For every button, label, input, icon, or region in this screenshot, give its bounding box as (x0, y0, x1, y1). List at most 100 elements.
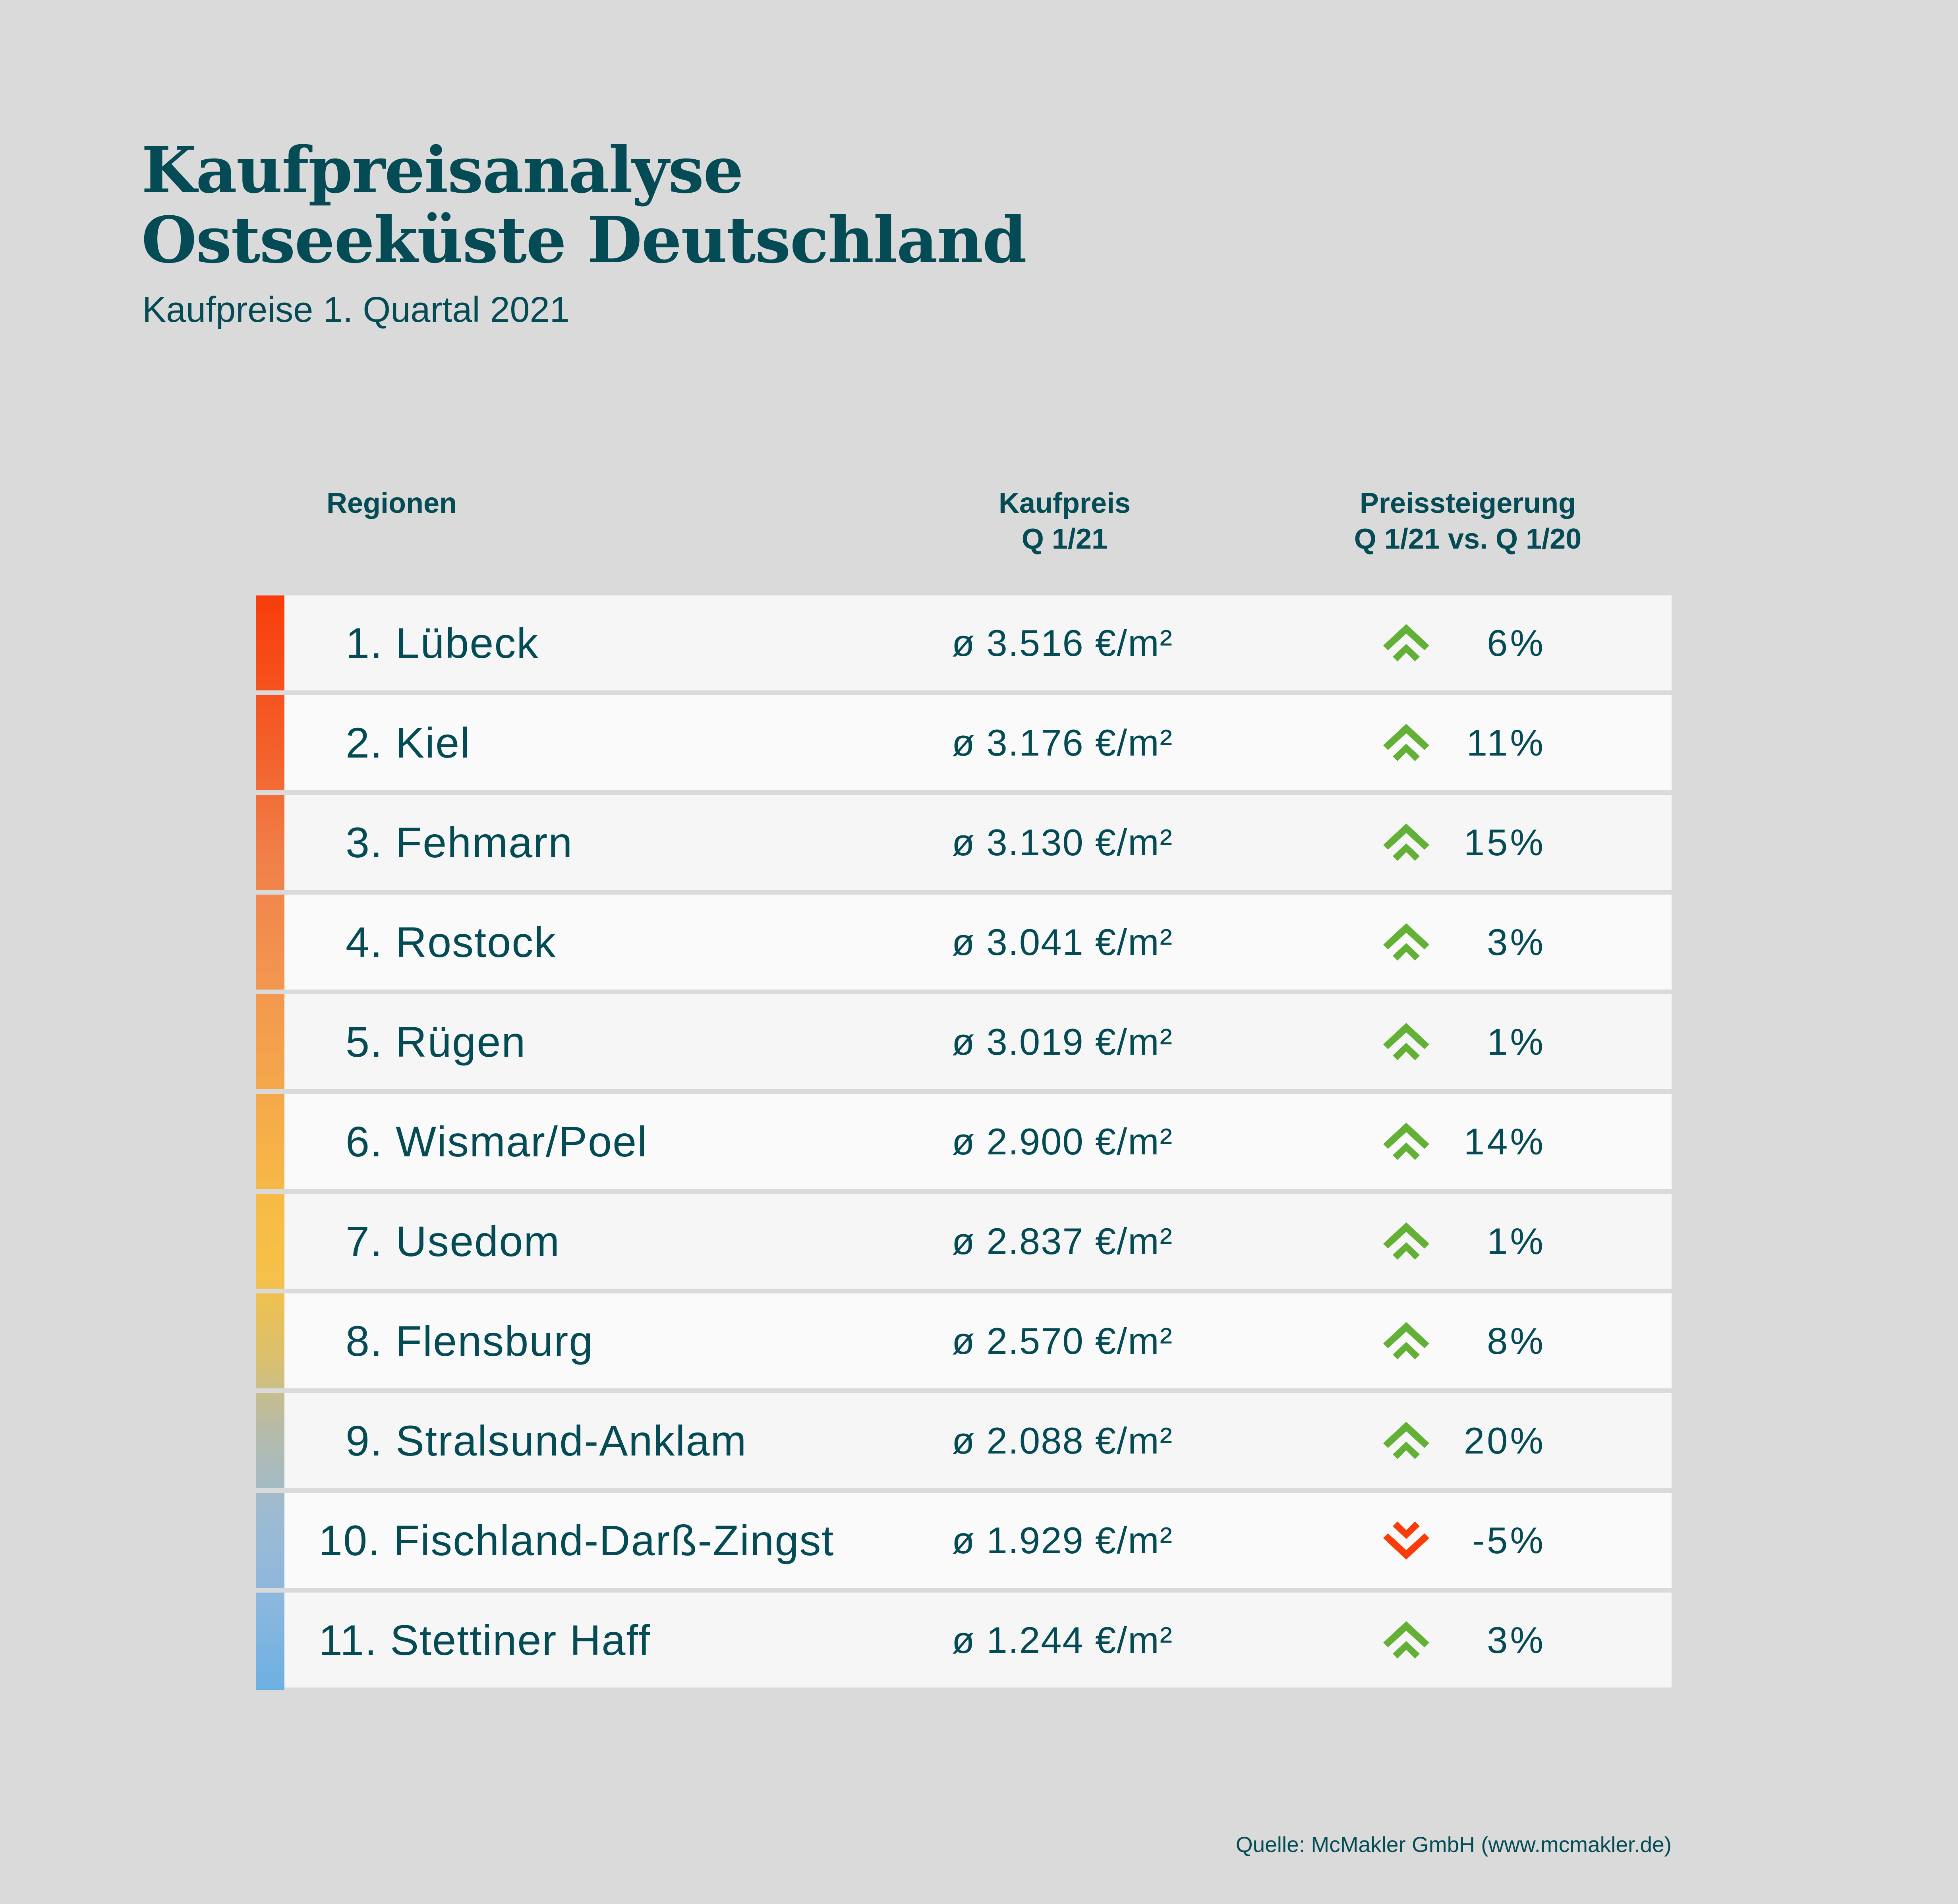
row-divider (256, 1289, 284, 1293)
price-change-percent: 6% (1487, 622, 1546, 664)
double-chevron-up-icon (1383, 1593, 1429, 1688)
chevron-large (1383, 723, 1429, 750)
table-row: 5. Rügen ø 3.019 €/m² 1% (284, 994, 1672, 1089)
region-label: Flensburg (396, 1317, 594, 1365)
price-change-percent: 1% (1487, 1021, 1546, 1063)
table-row: 10. Fischland-Darß-Zingst ø 1.929 €/m² -5% (284, 1493, 1672, 1588)
chevron-small (1393, 743, 1420, 761)
table-row: 9. Stralsund-Anklam ø 2.088 €/m² 20% (284, 1393, 1672, 1488)
chevron-small (1393, 1142, 1420, 1160)
chevron-large (1383, 1222, 1429, 1249)
region-name: 2. Kiel (346, 695, 470, 790)
region-label: Fehmarn (396, 818, 573, 866)
chevron-small (1393, 644, 1420, 661)
region-label: Stralsund-Anklam (396, 1417, 747, 1465)
row-divider (256, 1089, 284, 1094)
double-chevron-up-icon (1383, 795, 1429, 890)
chevron-small (1393, 1242, 1420, 1260)
rank-spacer (383, 1316, 396, 1366)
region-name: 8. Flensburg (346, 1293, 593, 1388)
price-change-percent: -5% (1472, 1519, 1546, 1561)
region-rank: 6. (346, 1117, 383, 1166)
purchase-price: ø 2.900 €/m² (952, 1120, 1173, 1162)
table-row: 6. Wismar/Poel ø 2.900 €/m² 14% (284, 1094, 1672, 1189)
rank-spacer (383, 917, 396, 967)
price-change-percent: 8% (1487, 1320, 1546, 1362)
row-divider (256, 1488, 284, 1493)
purchase-price: ø 1.929 €/m² (952, 1519, 1173, 1561)
chevron-large (1383, 823, 1429, 850)
row-divider (256, 1588, 284, 1593)
ranking-table: 1. Lübeck ø 3.516 €/m² 6% 2. Kiel ø 3.176 €/… (256, 595, 1672, 1692)
price-change-percent: 3% (1487, 1619, 1546, 1661)
column-header-change-line-1: Preissteigerung (1359, 487, 1576, 519)
table-row: 4. Rostock ø 3.041 €/m² 3% (284, 895, 1672, 990)
purchase-price: ø 3.176 €/m² (952, 721, 1173, 764)
chevron-large (1383, 1621, 1429, 1647)
chevron-small (1393, 1441, 1420, 1459)
chevron-large (1383, 1533, 1429, 1560)
purchase-price: ø 2.088 €/m² (952, 1419, 1173, 1461)
region-label: Wismar/Poel (396, 1117, 648, 1166)
row-divider (256, 1189, 284, 1194)
purchase-price: ø 3.130 €/m² (952, 821, 1173, 863)
region-label: Stettiner Haff (390, 1616, 651, 1664)
table-row: 1. Lübeck ø 3.516 €/m² 6% (284, 595, 1672, 690)
region-name: 7. Usedom (346, 1194, 560, 1289)
chevron-large (1383, 1122, 1429, 1149)
region-rank: 8. (346, 1317, 383, 1365)
column-header-region-label: Regionen (327, 487, 457, 519)
double-chevron-up-icon (1383, 1293, 1429, 1388)
row-divider (256, 690, 284, 695)
purchase-price: ø 3.019 €/m² (952, 1021, 1173, 1063)
price-change-percent: 14% (1463, 1120, 1546, 1162)
table-row: 7. Usedom ø 2.837 €/m² 1% (284, 1194, 1672, 1289)
rank-spacer (381, 1515, 393, 1565)
chevron-large (1383, 1421, 1429, 1448)
table-row: 8. Flensburg ø 2.570 €/m² 8% (284, 1293, 1672, 1388)
purchase-price: ø 1.244 €/m² (952, 1619, 1173, 1661)
column-header-change-line-2: Q 1/21 vs. Q 1/20 (1354, 523, 1582, 555)
rank-spacer (377, 1615, 390, 1665)
region-label: Rügen (396, 1018, 526, 1066)
region-rank: 7. (346, 1217, 383, 1265)
chevron-large (1383, 1322, 1429, 1348)
region-name: 5. Rügen (346, 994, 526, 1089)
column-header-region: Regionen (327, 485, 457, 521)
region-rank: 4. (346, 918, 383, 966)
rank-spacer (383, 1017, 396, 1067)
region-label: Rostock (396, 918, 557, 966)
subtitle: Kaufpreise 1. Quartal 2021 (142, 290, 570, 330)
double-chevron-up-icon (1383, 595, 1429, 690)
row-divider (256, 990, 284, 994)
double-chevron-down-icon (1383, 1493, 1429, 1588)
chevron-large (1383, 1023, 1429, 1049)
row-divider (256, 1388, 284, 1393)
double-chevron-up-icon (1383, 1393, 1429, 1488)
chevron-small (1393, 1641, 1420, 1659)
region-label: Fischland-Darß-Zingst (393, 1516, 835, 1564)
page-title: Kaufpreisanalyse Ostseeküste Deutschland (141, 133, 1027, 275)
price-change-percent: 11% (1466, 721, 1546, 764)
region-name: 1. Lübeck (346, 595, 539, 690)
rank-spacer (383, 618, 396, 668)
column-header-change: Preissteigerung Q 1/21 vs. Q 1/20 (1303, 485, 1633, 557)
rank-spacer (383, 1216, 396, 1266)
double-chevron-up-icon (1383, 1094, 1429, 1189)
price-change-percent: 3% (1487, 921, 1546, 963)
table-row: 2. Kiel ø 3.176 €/m² 11% (284, 695, 1672, 790)
title-line-1: Kaufpreisanalyse (141, 133, 744, 207)
source-note: Quelle: McMakler GmbH (www.mcmakler.de) (1235, 1832, 1672, 1857)
table-row: 3. Fehmarn ø 3.130 €/m² 15% (284, 795, 1672, 890)
rank-spacer (383, 1117, 396, 1166)
region-label: Kiel (396, 719, 471, 767)
region-name: 3. Fehmarn (346, 795, 573, 890)
region-name: 6. Wismar/Poel (346, 1094, 648, 1189)
column-header-price-line-1: Kaufpreis (998, 487, 1131, 519)
price-change-percent: 1% (1487, 1220, 1546, 1262)
double-chevron-up-icon (1383, 994, 1429, 1089)
table-row: 11. Stettiner Haff ø 1.244 €/m² 3% (284, 1593, 1672, 1688)
column-header-price-line-2: Q 1/21 (1021, 523, 1108, 555)
rank-spacer (383, 1416, 396, 1465)
row-divider (256, 790, 284, 795)
